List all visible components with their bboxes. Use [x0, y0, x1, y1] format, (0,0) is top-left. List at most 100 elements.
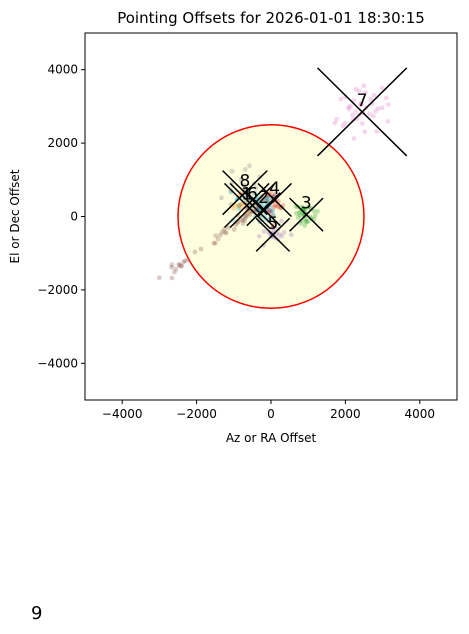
x-tick-label: 4000 — [405, 407, 436, 421]
x-axis-ticks: −4000 −2000 0 2000 4000 — [102, 400, 435, 421]
y-axis-ticks: −4000 −2000 0 2000 4000 — [37, 63, 85, 370]
series-label-5: 5 — [267, 214, 278, 234]
series-label-8: 8 — [240, 172, 251, 192]
data-point-9 — [242, 214, 248, 220]
data-point-9 — [240, 217, 246, 223]
data-point-9 — [221, 226, 227, 232]
series-label-4: 4 — [269, 179, 280, 199]
data-point-9 — [223, 230, 229, 236]
data-point-7 — [367, 111, 372, 117]
data-point-6 — [235, 206, 241, 212]
data-point-1 — [231, 206, 236, 211]
data-point-7 — [379, 105, 385, 111]
data-point-9 — [247, 212, 253, 218]
data-point-3 — [296, 210, 302, 216]
data-point-7 — [346, 104, 351, 110]
data-point-7 — [373, 108, 378, 114]
centroid-marker-7 — [358, 108, 366, 116]
centroid-marker-1 — [243, 201, 251, 210]
data-point-5 — [256, 233, 262, 239]
data-point-7 — [358, 102, 364, 107]
data-point-7 — [351, 136, 357, 141]
data-point-8 — [257, 174, 262, 180]
data-point-3 — [305, 219, 311, 225]
data-point-7 — [362, 90, 368, 96]
data-point-8 — [247, 163, 252, 169]
x-axis-label: Az or RA Offset — [226, 431, 317, 445]
data-point-6 — [234, 197, 240, 202]
data-point-9 — [212, 240, 218, 246]
data-point-8 — [245, 211, 251, 217]
data-point-9 — [169, 262, 175, 268]
data-point-7 — [332, 120, 338, 126]
y-tick-label: 2000 — [47, 136, 78, 150]
data-point-7 — [368, 97, 374, 102]
data-point-3 — [303, 219, 309, 225]
y-tick-label: 0 — [70, 210, 78, 224]
series-label-7: 7 — [357, 91, 368, 111]
series-label-1: 1 — [241, 184, 252, 204]
data-point-9 — [185, 257, 191, 263]
data-point-9 — [157, 275, 162, 281]
data-point-2 — [270, 208, 276, 214]
data-point-3 — [305, 204, 311, 210]
data-point-7 — [346, 106, 352, 112]
data-point-3 — [303, 218, 309, 224]
data-point-8 — [242, 185, 248, 191]
data-point-9 — [176, 262, 182, 268]
data-point-9 — [231, 227, 237, 232]
data-point-9 — [211, 240, 217, 246]
data-point-8 — [246, 187, 252, 193]
data-point-6 — [271, 212, 276, 218]
data-point-5 — [281, 229, 287, 235]
data-point-8 — [228, 188, 234, 194]
data-point-3 — [301, 206, 307, 212]
data-point-9 — [226, 225, 231, 231]
data-point-5 — [261, 228, 267, 234]
series-label-6: 6 — [247, 184, 258, 204]
data-point-7 — [353, 109, 358, 115]
data-point-3 — [295, 215, 301, 220]
data-point-7 — [361, 83, 367, 89]
series-label-3: 3 — [301, 194, 312, 214]
data-point-3 — [302, 223, 308, 228]
data-point-2 — [268, 209, 274, 215]
data-point-9 — [192, 249, 198, 255]
data-point-3 — [308, 206, 314, 212]
data-point-7 — [358, 101, 363, 107]
data-point-4 — [276, 204, 281, 210]
centroid-marker-4 — [271, 196, 279, 204]
data-point-7 — [385, 102, 391, 108]
data-point-3 — [297, 212, 303, 218]
data-point-8 — [251, 190, 257, 196]
centroid-marker-2 — [260, 205, 268, 213]
data-point-7 — [350, 112, 355, 118]
data-point-6 — [264, 197, 270, 202]
data-point-4 — [268, 188, 274, 194]
data-point-8 — [253, 185, 259, 191]
data-point-2 — [267, 208, 273, 213]
data-point-1 — [238, 201, 244, 207]
data-point-4 — [265, 198, 271, 204]
data-point-9 — [173, 266, 179, 272]
data-point-9 — [222, 229, 228, 235]
data-point-4 — [272, 203, 278, 208]
data-point-7 — [375, 106, 381, 111]
data-point-7 — [359, 121, 365, 126]
data-point-2 — [263, 195, 269, 201]
data-point-9 — [263, 198, 269, 204]
data-point-7 — [371, 92, 377, 98]
data-point-9 — [243, 213, 249, 219]
y-tick-label: −2000 — [37, 283, 78, 297]
data-point-3 — [278, 205, 284, 211]
data-point-5 — [279, 218, 284, 224]
centroid-marker-5 — [269, 231, 277, 239]
data-point-9 — [181, 259, 186, 265]
data-point-8 — [229, 168, 235, 174]
footer-note: 9 — [31, 603, 43, 624]
chart-title: Pointing Offsets for 2026-01-01 18:30:15 — [117, 9, 425, 27]
data-point-9 — [169, 264, 175, 270]
data-point-9 — [242, 218, 248, 223]
centroid-marker-8 — [241, 189, 249, 197]
data-point-7 — [353, 86, 359, 92]
